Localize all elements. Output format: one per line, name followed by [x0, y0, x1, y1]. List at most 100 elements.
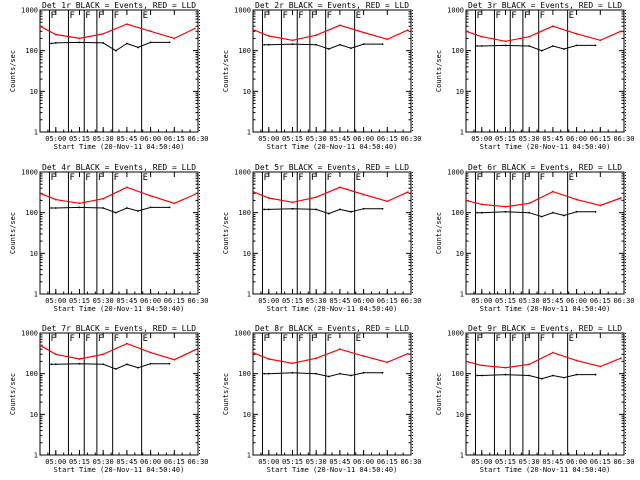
panel-7-frame [39, 332, 199, 456]
panel-3-series-events-point [540, 49, 543, 52]
panel-6-x-axis-label: Start Time (20-Nov-11 04:50:40) [480, 305, 611, 313]
panel-3-x-tick-label: 05:00 [471, 135, 492, 143]
panel-4-series-lld-point [126, 186, 128, 189]
panel-3-y-tick-label: 10 [456, 88, 464, 96]
panel-2-series-events-point [339, 43, 341, 46]
panel-9-series-events-point [540, 377, 543, 380]
panel-4-series-lld-point [39, 192, 41, 195]
panel-2-series-events-point [291, 43, 294, 46]
panel-4-series-events-point [78, 206, 81, 209]
panel-3-series-lld-point [504, 40, 507, 43]
panel-7-marker-label: E [143, 334, 148, 344]
panel-8-series-lld-point [406, 352, 409, 355]
panel-6-series-events-point [528, 211, 531, 214]
panel-8-series-events-point [327, 375, 330, 378]
panel-9-x-tick-label: 05:45 [542, 458, 563, 466]
panel-7-series-lld-point [78, 358, 81, 360]
panel-5-title: Det 5r BLACK = Events, RED = LLD [255, 163, 409, 172]
panel-4-marker-label: F [85, 173, 90, 183]
panel-8-y-tick-label: 10 [243, 411, 251, 419]
panel-9-series-lld-point [552, 351, 554, 354]
panel-3-series-lld-point [575, 32, 578, 35]
panel-2-y-tick-label: 1 [247, 129, 251, 137]
panel-8-y-tick-label: 1 [247, 452, 251, 460]
panel-6-marker-label: E [569, 173, 574, 183]
panel-3-y-tick-label: 1 [460, 129, 464, 137]
panel-2-series-lld-point [267, 35, 270, 37]
panel-1-series-events-point [50, 42, 52, 45]
panel-6-series-events-point [594, 210, 597, 213]
panel-2-x-tick-label: 06:00 [353, 135, 374, 143]
panel-3-x-axis-label: Start Time (20-Nov-11 04:50:40) [480, 143, 611, 151]
panel-8-series-lld-point [291, 362, 294, 365]
panel-7-series-lld-point [149, 351, 152, 354]
panel-9-frame [465, 332, 625, 456]
panel-8-y-tick-label: 1000 [234, 330, 251, 338]
panel-6-x-tick-label: 05:30 [519, 297, 540, 305]
panel-2-x-tick-label: 05:15 [282, 135, 303, 143]
panel-4-series-events-point [54, 207, 57, 209]
panel-8-x-tick-label: 05:30 [306, 458, 327, 466]
panel-3-x-tick-label: 06:15 [590, 135, 611, 143]
panel-7-series-events-point [102, 363, 105, 366]
panel-4-series-lld-point [54, 198, 57, 201]
panel-9-marker-label: E [569, 334, 574, 344]
panel-5-x-tick-label: 05:15 [282, 297, 303, 305]
panel-9-series-lld-line [465, 351, 622, 369]
panel-2-y-axis-label: Counts/sec [222, 50, 230, 92]
panel-5-series-events-point [291, 207, 294, 210]
panel-9-x-tick-label: 05:00 [471, 458, 492, 466]
panel-1: Det 1r BLACK = Events, RED = LLD 1 10 100 10… [9, 1, 209, 151]
panel-6-title: Det 6r BLACK = Events, RED = LLD [468, 163, 622, 172]
panel-6-x-tick-label: 05:00 [471, 297, 492, 305]
panel-2: Det 2r BLACK = Events, RED = LLD 1 10 100 10… [222, 1, 422, 151]
panel-6-frame [465, 171, 625, 295]
panel-3-series-events-point [504, 44, 507, 47]
panel-6-series-lld-point [552, 190, 554, 193]
panel-8-series-events-point [263, 372, 265, 375]
panel-7-x-axis-label: Start Time (20-Nov-11 04:50:40) [54, 466, 185, 474]
panel-1-x-tick-label: 06:00 [140, 135, 161, 143]
panel-7-marker-label: F [98, 334, 103, 344]
panel-7-y-tick-label: 10 [30, 411, 38, 419]
panel-4-series-lld-point [193, 193, 196, 196]
panel-7-series-events-point [78, 362, 81, 365]
panel-3-series-events-point [575, 44, 578, 47]
panel-2-marker-label: F [311, 11, 316, 21]
panel-3: Det 3r BLACK = Events, RED = LLD 1 10 100 10… [435, 1, 635, 151]
panel-4-x-tick-label: 05:15 [69, 297, 90, 305]
panel-3-marker-label: F [540, 11, 545, 21]
panel-9-marker-label: F [540, 334, 545, 344]
panel-2-series-events-point [267, 43, 270, 46]
panel-8-series-events-point [350, 374, 352, 377]
panel-3-series-events-point [476, 45, 478, 47]
panel-4-marker-label: F [69, 173, 74, 183]
panel-6-x-tick-label: 06:15 [590, 297, 611, 305]
panel-7-x-tick-label: 05:15 [69, 458, 90, 466]
panel-6-marker-label: F [476, 173, 481, 183]
panel-5-series-lld-point [362, 193, 365, 196]
panel-3-y-tick-label: 1000 [447, 7, 464, 15]
panel-6-y-axis-label: Counts/sec [435, 212, 443, 254]
panel-8-series-lld-point [386, 361, 389, 364]
panel-4-y-tick-label: 1000 [21, 169, 38, 177]
panel-3-series-lld-point [552, 25, 554, 28]
panel-7-x-tick-label: 06:30 [187, 458, 208, 466]
panel-4-marker-label: F [114, 173, 119, 183]
panel-1-x-tick-label: 06:30 [187, 135, 208, 143]
panel-2-series-lld-point [362, 31, 365, 34]
panel-5-series-lld-point [267, 197, 270, 199]
panel-1-marker-label: E [143, 11, 148, 21]
panel-8-x-tick-label: 06:30 [400, 458, 421, 466]
panel-5-series-lld-point [315, 196, 318, 199]
panel-1-marker-label: F [114, 11, 119, 21]
panel-5-marker-label: F [282, 173, 287, 183]
panel-4-x-tick-label: 05:45 [116, 297, 137, 305]
panel-6-series-lld-point [575, 198, 578, 201]
panel-3-series-lld-point [619, 30, 622, 33]
panel-4-series-lld-point [173, 202, 176, 205]
panel-9-marker-label: F [476, 334, 481, 344]
panel-1-series-lld-point [173, 37, 176, 40]
panel-6-series-events-point [563, 214, 565, 217]
panel-2-x-tick-label: 06:15 [377, 135, 398, 143]
